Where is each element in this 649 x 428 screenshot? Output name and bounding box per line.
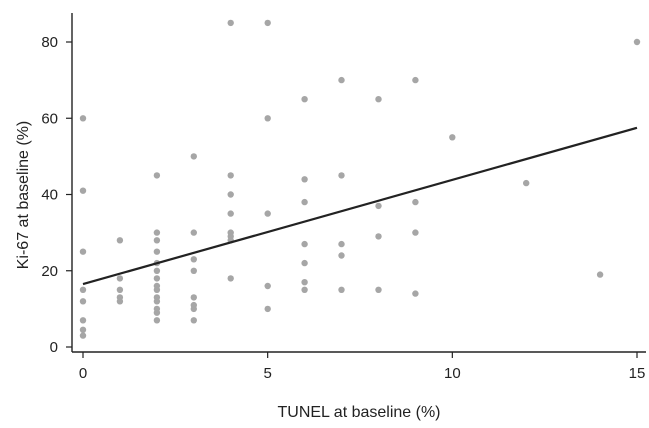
data-point: [301, 240, 308, 248]
y-tick-label: 20: [41, 263, 58, 280]
data-point: [264, 282, 271, 290]
data-point: [153, 229, 161, 236]
data-point: [153, 309, 161, 316]
data-point: [338, 286, 345, 293]
data-point: [301, 286, 308, 293]
plot-area: [79, 19, 641, 339]
x-tick-label: 0: [79, 365, 87, 382]
data-point: [153, 248, 161, 255]
data-point: [116, 286, 124, 293]
data-point: [375, 233, 382, 240]
data-point: [190, 294, 197, 301]
x-axis-title: TUNEL at baseline (%): [277, 404, 440, 421]
data-point: [227, 191, 234, 198]
data-point: [153, 286, 161, 293]
data-point: [412, 229, 419, 236]
y-tick-label: 0: [50, 339, 58, 356]
data-point: [153, 275, 161, 282]
data-point: [412, 76, 419, 84]
data-point: [227, 172, 234, 179]
data-point: [79, 187, 87, 194]
y-tick-label: 60: [41, 110, 58, 127]
data-point: [190, 256, 197, 263]
x-axis-ticks: 0 5 10 15: [79, 352, 646, 382]
data-point: [79, 115, 87, 122]
data-point: [79, 286, 87, 293]
data-point: [264, 210, 271, 217]
data-point: [79, 332, 87, 339]
data-point: [375, 202, 382, 210]
data-point: [412, 198, 419, 206]
data-point: [79, 326, 87, 333]
data-point: [264, 115, 271, 122]
data-point: [264, 305, 271, 313]
data-point: [227, 19, 234, 27]
data-point: [264, 19, 271, 27]
data-point: [153, 267, 161, 274]
data-point: [301, 198, 308, 206]
data-point: [153, 298, 161, 305]
x-tick-label: 10: [444, 365, 461, 382]
y-axis-ticks: 0 20 40 60 80: [41, 34, 72, 356]
data-point: [190, 153, 197, 160]
data-point: [523, 179, 530, 187]
y-tick-label: 80: [41, 34, 58, 51]
data-point: [449, 134, 456, 141]
data-point: [116, 298, 124, 305]
data-point: [79, 298, 87, 305]
data-point: [116, 237, 124, 244]
data-point: [338, 76, 345, 84]
data-point: [412, 290, 419, 297]
data-point: [79, 248, 87, 255]
data-point: [375, 286, 382, 293]
x-tick-label: 5: [263, 365, 271, 382]
data-points: [79, 19, 641, 339]
data-point: [301, 176, 308, 183]
data-point: [190, 305, 197, 313]
data-point: [153, 317, 161, 324]
data-point: [338, 172, 345, 179]
data-point: [190, 267, 197, 274]
data-point: [79, 317, 87, 324]
data-point: [190, 229, 197, 236]
y-tick-label: 40: [41, 187, 58, 204]
trend-line: [82, 126, 638, 286]
data-point: [301, 96, 308, 103]
y-axis-title: Ki-67 at baseline (%): [15, 121, 32, 270]
data-point: [227, 275, 234, 282]
data-point: [375, 96, 382, 103]
data-point: [633, 38, 641, 46]
data-point: [116, 275, 124, 282]
data-point: [338, 252, 345, 259]
data-point: [596, 271, 604, 278]
data-point: [301, 279, 308, 286]
data-point: [153, 172, 161, 179]
data-point: [227, 210, 234, 217]
data-point: [301, 259, 308, 267]
data-point: [338, 240, 345, 248]
data-point: [190, 317, 197, 324]
data-point: [153, 237, 161, 244]
x-tick-label: 15: [629, 365, 646, 382]
